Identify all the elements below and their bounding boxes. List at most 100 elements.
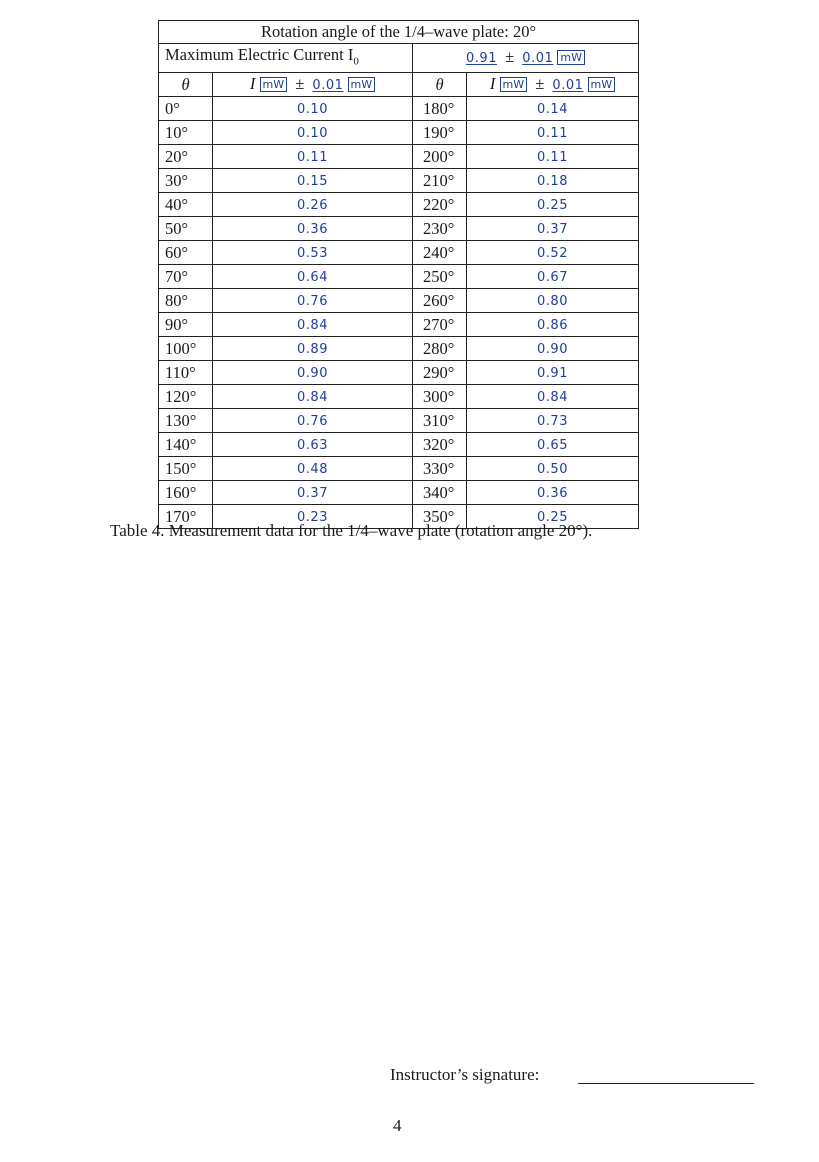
value-right: 0.18 xyxy=(537,173,568,189)
page-number: 4 xyxy=(393,1116,402,1135)
value-left-cell: 0.26 xyxy=(212,191,413,217)
header-theta-right: θ xyxy=(412,71,467,97)
value-right: 0.73 xyxy=(537,413,568,429)
value-right: 0.11 xyxy=(537,125,568,141)
table-row: 120° 0.84 300° 0.84 xyxy=(158,383,639,409)
angle-right: 320° xyxy=(412,431,467,457)
value-right-cell: 0.80 xyxy=(466,287,639,313)
value-left: 0.36 xyxy=(297,221,328,237)
angle-right: 250° xyxy=(412,263,467,289)
angle-left: 120° xyxy=(158,383,213,409)
value-right-cell: 0.14 xyxy=(466,95,639,121)
angle-left: 30° xyxy=(158,167,213,193)
value-left-cell: 0.63 xyxy=(212,431,413,457)
table-row: 10° 0.10 190° 0.11 xyxy=(158,119,639,145)
value-right: 0.25 xyxy=(537,197,568,213)
table-row: 110° 0.90 290° 0.91 xyxy=(158,359,639,385)
value-left-cell: 0.11 xyxy=(212,143,413,169)
value-right: 0.80 xyxy=(537,293,568,309)
angle-left: 40° xyxy=(158,191,213,217)
value-left: 0.15 xyxy=(297,173,328,189)
value-left: 0.76 xyxy=(297,293,328,309)
value-right: 0.65 xyxy=(537,437,568,453)
table-row: 160° 0.37 340° 0.36 xyxy=(158,479,639,505)
value-right: 0.50 xyxy=(537,461,568,477)
value-left: 0.90 xyxy=(297,365,328,381)
value-left-cell: 0.84 xyxy=(212,311,413,337)
angle-left: 60° xyxy=(158,239,213,265)
value-left: 0.48 xyxy=(297,461,328,477)
value-right: 0.36 xyxy=(537,485,568,501)
value-right-cell: 0.90 xyxy=(466,335,639,361)
value-left-cell: 0.48 xyxy=(212,455,413,481)
value-left-cell: 0.36 xyxy=(212,215,413,241)
angle-left: 100° xyxy=(158,335,213,361)
value-right-cell: 0.36 xyxy=(466,479,639,505)
value-left: 0.89 xyxy=(297,341,328,357)
angle-left: 0° xyxy=(158,95,213,121)
value-left: 0.10 xyxy=(297,125,328,141)
angle-left: 80° xyxy=(158,287,213,313)
angle-left: 110° xyxy=(158,359,213,385)
header-uncertainty-left: 0.01 xyxy=(312,77,344,93)
angle-left: 10° xyxy=(158,119,213,145)
value-left-cell: 0.15 xyxy=(212,167,413,193)
value-right: 0.14 xyxy=(537,101,568,117)
value-left: 0.37 xyxy=(297,485,328,501)
header-unit-right: mW xyxy=(499,76,528,92)
value-right: 0.67 xyxy=(537,269,568,285)
max-current-label: Maximum Electric Current I0 xyxy=(158,42,413,73)
value-right: 0.86 xyxy=(537,317,568,333)
angle-right: 190° xyxy=(412,119,467,145)
value-left-cell: 0.10 xyxy=(212,95,413,121)
table-row: 80° 0.76 260° 0.80 xyxy=(158,287,639,313)
angle-right: 210° xyxy=(412,167,467,193)
angle-right: 280° xyxy=(412,335,467,361)
angle-right: 230° xyxy=(412,215,467,241)
angle-left: 90° xyxy=(158,311,213,337)
header-intensity-right: I mW ± 0.01 mW xyxy=(466,71,639,97)
table-row: 130° 0.76 310° 0.73 xyxy=(158,407,639,433)
value-left-cell: 0.89 xyxy=(212,335,413,361)
max-current-value: 0.91 xyxy=(466,51,497,67)
value-right-cell: 0.67 xyxy=(466,263,639,289)
angle-right: 290° xyxy=(412,359,467,385)
value-right-cell: 0.91 xyxy=(466,359,639,385)
table-row: 40° 0.26 220° 0.25 xyxy=(158,191,639,217)
value-right-cell: 0.52 xyxy=(466,239,639,265)
max-current-unit: mW xyxy=(557,50,585,66)
angle-left: 150° xyxy=(158,455,213,481)
value-right-cell: 0.65 xyxy=(466,431,639,457)
value-left-cell: 0.76 xyxy=(212,287,413,313)
angle-right: 240° xyxy=(412,239,467,265)
table-row: 70° 0.64 250° 0.67 xyxy=(158,263,639,289)
value-right-cell: 0.25 xyxy=(466,503,639,529)
value-left-cell: 0.76 xyxy=(212,407,413,433)
angle-left: 170° xyxy=(158,503,213,529)
table-row: 100° 0.89 280° 0.90 xyxy=(158,335,639,361)
value-left: 0.84 xyxy=(297,317,328,333)
value-right: 0.91 xyxy=(537,365,568,381)
header-unit-left: mW xyxy=(259,76,288,92)
max-current-value-cell: 0.91 ± 0.01 mW xyxy=(412,42,639,73)
value-right: 0.52 xyxy=(537,245,568,261)
measurement-table: Rotation angle of the 1/4–wave plate: 20… xyxy=(158,20,639,529)
max-current-uncertainty: 0.01 xyxy=(522,51,554,67)
header-uncertainty-right: 0.01 xyxy=(552,77,584,93)
header-intensity-left: I mW ± 0.01 mW xyxy=(212,71,413,97)
angle-right: 310° xyxy=(412,407,467,433)
value-left: 0.11 xyxy=(297,149,328,165)
value-right-cell: 0.18 xyxy=(466,167,639,193)
table-title-row: Rotation angle of the 1/4–wave plate: 20… xyxy=(158,20,639,44)
value-left: 0.23 xyxy=(297,509,328,525)
table-row: 150° 0.48 330° 0.50 xyxy=(158,455,639,481)
max-current-row: Maximum Electric Current I0 0.91 ± 0.01 … xyxy=(158,42,639,73)
angle-right: 330° xyxy=(412,455,467,481)
value-right-cell: 0.86 xyxy=(466,311,639,337)
signature-line[interactable] xyxy=(578,1083,754,1084)
header-theta-left: θ xyxy=(158,71,213,97)
table-row: 30° 0.15 210° 0.18 xyxy=(158,167,639,193)
table-row: 90° 0.84 270° 0.86 xyxy=(158,311,639,337)
plus-minus-sign: ± xyxy=(505,47,515,67)
